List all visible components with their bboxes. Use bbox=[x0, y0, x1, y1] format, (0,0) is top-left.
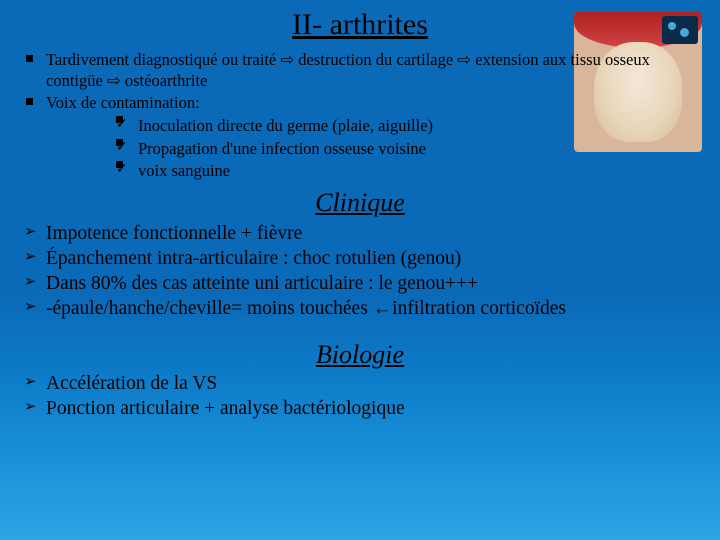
contamination-sublist: Inoculation directe du germe (plaie, aig… bbox=[46, 116, 700, 182]
list-item: Dans 80% des cas atteinte uni articulair… bbox=[20, 272, 700, 297]
slide: II- arthrites Tardivement diagnostiqué o… bbox=[0, 0, 720, 540]
list-item: Épanchement intra-articulaire : choc rot… bbox=[20, 247, 700, 272]
list-text: Tardivement diagnostiqué ou traité ⇨ des… bbox=[46, 50, 650, 90]
clinique-list: Impotence fonctionnelle + fièvre Épanche… bbox=[20, 222, 700, 322]
list-item: Ponction articulaire + analyse bactériol… bbox=[20, 397, 700, 422]
sub-item: Propagation d'une infection osseuse vois… bbox=[116, 139, 700, 160]
sub-item: voix sanguine bbox=[116, 161, 700, 182]
list-item: -épaule/hanche/cheville= moins touchées … bbox=[20, 297, 700, 322]
biologie-list: Accélération de la VS Ponction articulai… bbox=[20, 372, 700, 422]
intro-list: Tardivement diagnostiqué ou traité ⇨ des… bbox=[20, 50, 700, 182]
sub-item: Inoculation directe du germe (plaie, aig… bbox=[116, 116, 700, 137]
cells-inset bbox=[662, 16, 698, 44]
list-item: Tardivement diagnostiqué ou traité ⇨ des… bbox=[20, 50, 700, 91]
biologie-heading: Biologie bbox=[20, 340, 700, 370]
list-item: Voix de contamination: Inoculation direc… bbox=[20, 93, 700, 182]
clinique-heading: Clinique bbox=[20, 188, 700, 218]
content-area: Tardivement diagnostiqué ou traité ⇨ des… bbox=[20, 50, 700, 421]
list-text: Voix de contamination: bbox=[46, 93, 200, 112]
list-item: Accélération de la VS bbox=[20, 372, 700, 397]
list-item: Impotence fonctionnelle + fièvre bbox=[20, 222, 700, 247]
